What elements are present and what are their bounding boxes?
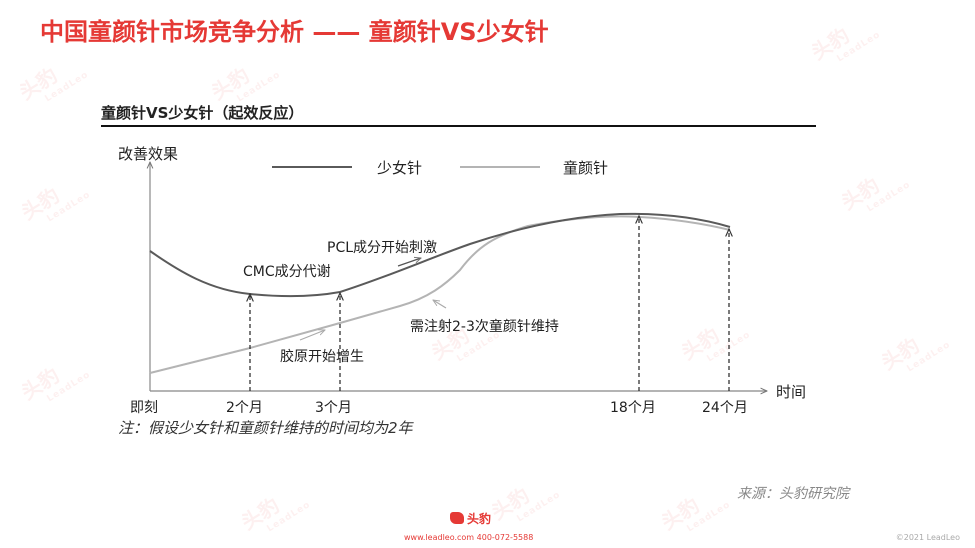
tick-label-24-months: 24个月 — [702, 400, 748, 416]
curve-tongyan — [149, 215, 731, 374]
source-citation: 来源：头豹研究院 — [737, 486, 849, 502]
annotation-collagen: 胶原开始增生 — [280, 348, 364, 365]
annotation-cmc: CMC成分代谢 — [243, 264, 331, 280]
annotation-inject: 需注射2-3次童颜针维持 — [410, 318, 559, 335]
subtitle-divider — [101, 125, 816, 127]
copyright: ©2021 LeadLeo — [895, 533, 960, 542]
curve-shaonv — [149, 212, 731, 298]
annotation-inject-arrow — [433, 300, 447, 309]
leadleo-logo: 头豹 — [450, 510, 491, 527]
footer-contact[interactable]: www.leadleo.com 400-072-5588 — [404, 533, 534, 542]
legend-label-shaonv: 少女针 — [377, 159, 422, 177]
tick-label-2-months: 2个月 — [226, 400, 263, 416]
y-axis-label: 改善效果 — [118, 145, 178, 163]
tick-label-18-months: 18个月 — [610, 400, 656, 416]
figure-subtitle: 童颜针VS少女针（起效反应） — [101, 104, 304, 122]
legend-label-tongyan: 童颜针 — [563, 159, 608, 177]
leopard-icon — [450, 512, 464, 524]
annotation-pcl-arrow — [397, 258, 421, 267]
figure-note: 注：假设少女针和童颜针维持的时间均为2年 — [118, 419, 413, 437]
annotation-pcl: PCL成分开始刺激 — [327, 239, 437, 256]
tick-label-3-months: 3个月 — [315, 400, 352, 416]
page-title: 中国童颜针市场竞争分析 —— 童颜针VS少女针 — [40, 18, 549, 46]
tick-label-immediate: 即刻 — [130, 400, 158, 416]
x-axis-label: 时间 — [776, 383, 806, 401]
annotation-collagen-arrow — [299, 330, 325, 341]
